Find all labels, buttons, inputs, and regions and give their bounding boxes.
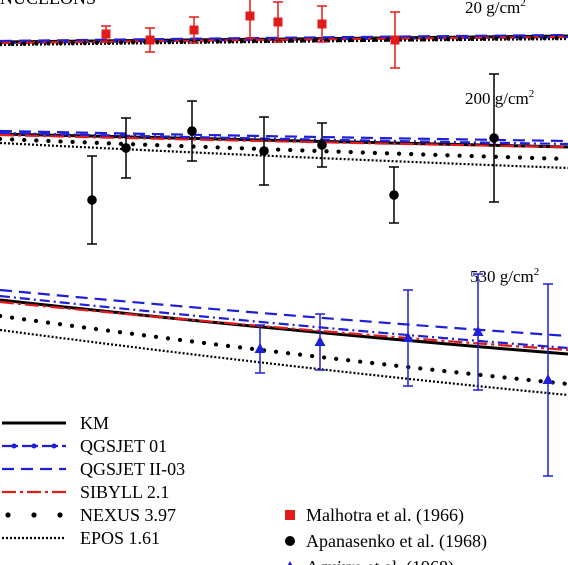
legend-label-sibyll-2-1: SIBYLL 2.1 bbox=[80, 482, 169, 502]
curve-qgsjet-01-panel-2 bbox=[0, 294, 568, 350]
legend-item-malhotra-et-al-1966: Malhotra et al. (1966) bbox=[285, 505, 464, 526]
legend-label-qgsjet-ii-03: QGSJET II-03 bbox=[80, 459, 185, 479]
point-aguirre-et-al-1968-1 bbox=[314, 313, 326, 371]
curve-nexus-3-97-panel-2 bbox=[0, 313, 568, 387]
legend-data: Malhotra et al. (1966) Apanasenko et al. … bbox=[285, 505, 487, 565]
point-malhotra-et-al-1966-1 bbox=[145, 27, 155, 53]
curve-qgsjet-ii-03-panel-1 bbox=[0, 129, 568, 143]
legend-label-malhotra-et-al-1966: Malhotra et al. (1966) bbox=[306, 505, 464, 526]
legend-item-qgsjet-ii-03: QGSJET II-03 bbox=[2, 459, 185, 479]
legend-label-apanasenko-et-al-1968: Apanasenko et al. (1968) bbox=[306, 531, 487, 552]
point-apanasenko-et-al-1968-4 bbox=[317, 122, 327, 168]
point-malhotra-et-al-1966-2 bbox=[189, 16, 199, 44]
legend-item-nexus-3-97: NEXUS 3.97 bbox=[5, 505, 176, 525]
point-apanasenko-et-al-1968-5 bbox=[389, 166, 399, 224]
panel-label-530: 530 g/cm2 bbox=[470, 266, 539, 286]
legend-label-km: KM bbox=[80, 413, 109, 433]
curve-qgsjet-01-panel-1 bbox=[0, 131, 568, 146]
legend-item-sibyll-2-1: SIBYLL 2.1 bbox=[2, 482, 169, 502]
point-aguirre-et-al-1968-2 bbox=[402, 289, 414, 387]
curve-sibyll-2-1-panel-0 bbox=[0, 35, 568, 45]
legend-item-km: KM bbox=[2, 413, 109, 433]
data-points bbox=[87, 0, 554, 477]
point-malhotra-et-al-1966-5 bbox=[317, 5, 327, 43]
panel-label-200-sup: 2 bbox=[529, 88, 535, 100]
point-malhotra-et-al-1966-3 bbox=[245, 0, 255, 39]
point-malhotra-et-al-1966-6 bbox=[390, 11, 400, 69]
legend-label-nexus-3-97: NEXUS 3.97 bbox=[80, 505, 176, 525]
point-aguirre-et-al-1968-4 bbox=[542, 283, 554, 477]
point-aguirre-et-al-1968-3 bbox=[472, 273, 484, 391]
curve-sibyll-2-1-panel-1 bbox=[0, 133, 568, 149]
curve-sibyll-2-1-panel-2 bbox=[0, 300, 568, 352]
legend-label-aguirre-et-al-1968: Aguirre et al. (1968) bbox=[306, 557, 454, 565]
curve-qgsjet-ii-03-panel-2 bbox=[0, 288, 568, 338]
legend-item-apanasenko-et-al-1968: Apanasenko et al. (1968) bbox=[285, 531, 487, 552]
model-curves bbox=[0, 33, 568, 397]
panel-label-200: 200 g/cm2 bbox=[465, 88, 534, 108]
point-apanasenko-et-al-1968-2 bbox=[187, 100, 197, 162]
panel-label-20-sup: 2 bbox=[520, 0, 526, 9]
curve-epos-1-61-panel-2 bbox=[0, 328, 568, 397]
legend-item-qgsjet-01: QGSJET 01 bbox=[2, 436, 167, 456]
curve-epos-1-61-panel-1 bbox=[0, 141, 568, 170]
point-apanasenko-et-al-1968-1 bbox=[121, 117, 131, 179]
point-apanasenko-et-al-1968-3 bbox=[259, 116, 269, 186]
header-label: NUCLEONS bbox=[0, 0, 96, 8]
legend-models: KM QGSJET 01 QGSJET II-03 SIBYLL 2.1 NEXUS 3… bbox=[2, 413, 185, 548]
point-apanasenko-et-al-1968-0 bbox=[87, 155, 97, 245]
legend-item-aguirre-et-al-1968: Aguirre et al. (1968) bbox=[287, 557, 454, 565]
point-malhotra-et-al-1966-4 bbox=[273, 1, 283, 43]
curve-qgsjet-ii-03-panel-0 bbox=[0, 33, 568, 43]
point-apanasenko-et-al-1968-6 bbox=[489, 73, 499, 203]
point-aguirre-et-al-1968-0 bbox=[254, 324, 266, 374]
legend-label-epos-1-61: EPOS 1.61 bbox=[80, 528, 160, 548]
legend-label-qgsjet-01: QGSJET 01 bbox=[80, 436, 167, 456]
legend-item-epos-1-61: EPOS 1.61 bbox=[2, 528, 160, 548]
point-malhotra-et-al-1966-0 bbox=[101, 25, 111, 43]
panel-label-530-sup: 2 bbox=[534, 266, 540, 278]
panel-label-20: 20 g/cm2 bbox=[465, 0, 526, 17]
curve-epos-1-61-panel-0 bbox=[0, 37, 568, 47]
